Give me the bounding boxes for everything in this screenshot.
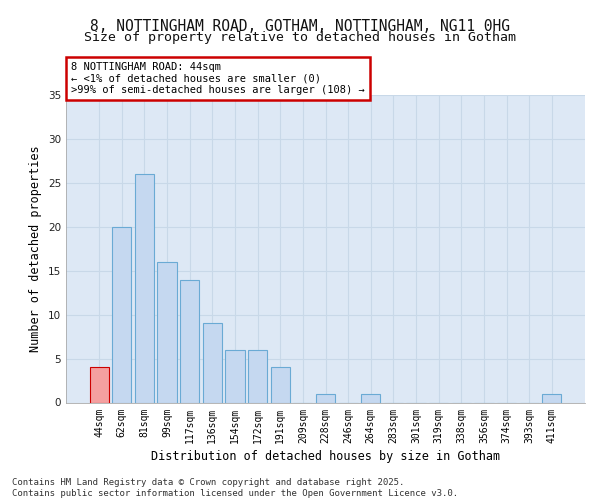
Bar [157, 262, 177, 402]
Bar [180, 280, 199, 402]
Bar [248, 350, 267, 403]
Bar [226, 350, 245, 403]
Bar [112, 227, 131, 402]
Text: Contains HM Land Registry data © Crown copyright and database right 2025.
Contai: Contains HM Land Registry data © Crown c… [12, 478, 458, 498]
Bar [316, 394, 335, 402]
Text: 8, NOTTINGHAM ROAD, GOTHAM, NOTTINGHAM, NG11 0HG: 8, NOTTINGHAM ROAD, GOTHAM, NOTTINGHAM, … [90, 19, 510, 34]
Text: Size of property relative to detached houses in Gotham: Size of property relative to detached ho… [84, 31, 516, 44]
Bar [135, 174, 154, 402]
Bar [542, 394, 562, 402]
Bar [361, 394, 380, 402]
Text: 8 NOTTINGHAM ROAD: 44sqm
← <1% of detached houses are smaller (0)
>99% of semi-d: 8 NOTTINGHAM ROAD: 44sqm ← <1% of detach… [71, 62, 365, 95]
Bar [203, 324, 222, 402]
Bar [89, 368, 109, 402]
Y-axis label: Number of detached properties: Number of detached properties [29, 146, 43, 352]
X-axis label: Distribution of detached houses by size in Gotham: Distribution of detached houses by size … [151, 450, 500, 462]
Bar [271, 368, 290, 402]
